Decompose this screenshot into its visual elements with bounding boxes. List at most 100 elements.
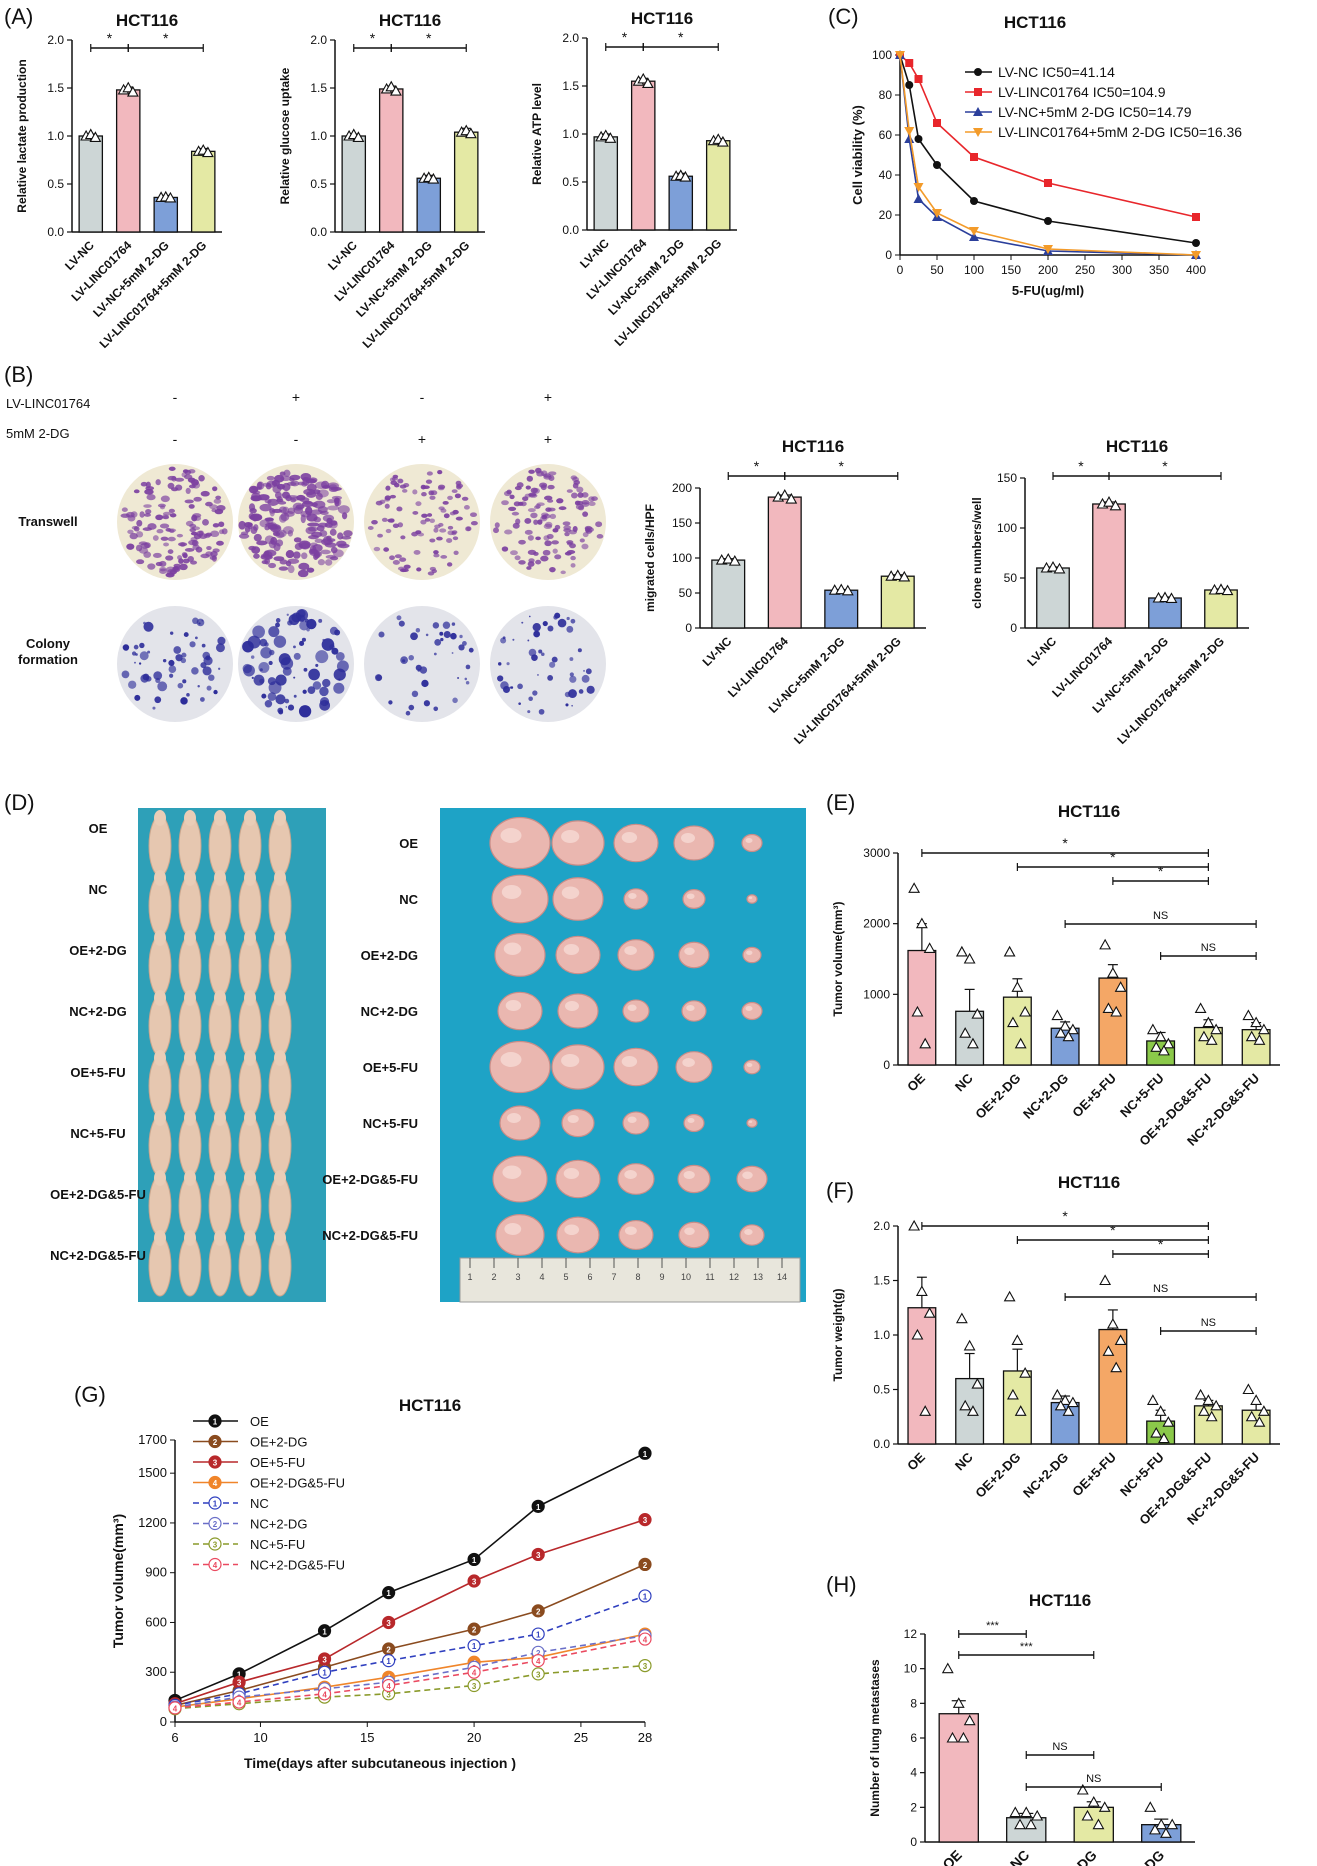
legend-marker [974, 88, 982, 96]
data-point [638, 1589, 652, 1603]
colony-spot [252, 625, 265, 639]
y-axis-label: Relative ATP level [530, 83, 544, 185]
migrated-cell-blob [163, 542, 169, 547]
migrated-cell-blob [438, 506, 445, 511]
migrated-cell-blob [174, 477, 185, 482]
colony-spot [569, 657, 574, 662]
migrated-cell-blob [189, 527, 196, 533]
migrated-cell-blob [463, 505, 470, 510]
y-tick-label: 0 [910, 1835, 917, 1849]
data-point [1062, 1030, 1075, 1042]
migrated-cell-blob [537, 519, 543, 525]
y-tick-label: 2000 [863, 917, 890, 931]
colony-spot [497, 675, 504, 682]
data-point [385, 80, 398, 92]
colony-spot [498, 662, 502, 666]
tumor-highlight [746, 1063, 753, 1067]
y-tick-label: 0.0 [873, 1437, 890, 1451]
legend-entry: NC+2-DG [250, 1517, 307, 1532]
significance-label: NS [1153, 910, 1168, 922]
migrated-cell-blob [571, 492, 578, 499]
bar-chart-H: HCT116 0 2 4 6 8 10 12 Number of lung metastases… [868, 1591, 1195, 1866]
data-point [904, 134, 915, 143]
tumor-highlight [561, 830, 580, 843]
bar-chart-B2: HCT116 0 50 100 150 clone numbers/well LV-NC LV… [970, 437, 1249, 747]
colony-spot [131, 651, 137, 656]
data-point [967, 1405, 979, 1416]
tumor [491, 874, 549, 924]
migrated-cell-blob [510, 550, 518, 556]
migrated-cell-blob [438, 522, 444, 527]
colony-spot [218, 667, 221, 670]
migrated-cell-blob [421, 513, 428, 518]
tumor [617, 1163, 655, 1195]
y-tick-label: 1.5 [310, 81, 327, 95]
data-point-label: 1 [536, 1631, 541, 1640]
migrated-cell-blob [514, 555, 521, 561]
category-label: OE+2-DG [972, 1071, 1023, 1122]
migrated-cell-blob [396, 506, 403, 512]
migrated-cell-blob [524, 517, 532, 524]
legend-entry: OE+2-DG&5-FU [250, 1476, 345, 1491]
legend-marker-label: 3 [213, 1459, 218, 1468]
migrated-cell-blob [421, 492, 427, 497]
data-point [913, 194, 924, 203]
migrated-cell-blob [512, 522, 520, 529]
data-point [1110, 1361, 1123, 1373]
migrated-cell-blob [185, 487, 191, 495]
migrated-cell-blob [160, 536, 169, 541]
data-point [919, 1405, 932, 1416]
tumor-highlight [503, 942, 522, 955]
migrated-cell-blob [167, 549, 174, 554]
migrated-cell-blob [298, 540, 311, 549]
data-point [389, 84, 402, 96]
migrated-cell-blob [184, 547, 195, 552]
colony-spot [121, 670, 130, 679]
data-point [1043, 245, 1053, 254]
data-point [913, 183, 924, 192]
data-point [1054, 1399, 1067, 1411]
data-point [1053, 562, 1066, 574]
legend-marker-label: 3 [213, 1541, 218, 1550]
data-point [1150, 1041, 1163, 1052]
migrated-cell-blob [341, 512, 348, 520]
colony-spot [134, 694, 141, 701]
tumor-highlight [561, 1054, 580, 1067]
y-tick-label: 1000 [863, 987, 890, 1001]
colony-spot [527, 639, 530, 642]
data-point [1202, 1394, 1215, 1405]
data-point [382, 1678, 396, 1693]
tumor-highlight [686, 893, 695, 899]
bar [115, 89, 141, 233]
panel-b-images: LV-LINC01764 - + - +5mM 2-DG - - + + Transwell Col… [6, 389, 606, 722]
legend-entry: OE+5-FU [250, 1455, 305, 1470]
mouse-head [274, 1050, 286, 1066]
migrated-cell-blob [152, 535, 159, 541]
data-point [895, 51, 905, 60]
migrated-cell-blob [248, 503, 256, 511]
colony-spot [287, 620, 293, 626]
data-point [970, 197, 978, 205]
transwell-dish [117, 464, 233, 580]
colony-spot [440, 637, 444, 642]
data-point [1051, 1388, 1064, 1400]
y-tick-label: 2.0 [47, 33, 64, 47]
tumor [551, 820, 605, 866]
significance-label: * [1162, 458, 1168, 474]
y-tick-label: 100 [672, 551, 692, 565]
mouse-head [184, 930, 196, 946]
x-tick-label: 50 [930, 263, 944, 277]
colony-spot [405, 710, 411, 716]
data-point [923, 942, 936, 953]
migrated-cell-blob [248, 485, 259, 494]
migrated-cell-blob [184, 499, 194, 504]
x-tick-label: 400 [1186, 263, 1206, 277]
migrated-cell-blob [524, 529, 533, 535]
migrated-cell-blob [371, 519, 378, 525]
colony-spot [432, 622, 440, 629]
tumor-highlight [624, 1226, 637, 1235]
data-point [531, 1604, 545, 1618]
mouse-head [154, 1050, 166, 1066]
migrated-cell-blob [527, 535, 534, 541]
bar [78, 135, 104, 233]
